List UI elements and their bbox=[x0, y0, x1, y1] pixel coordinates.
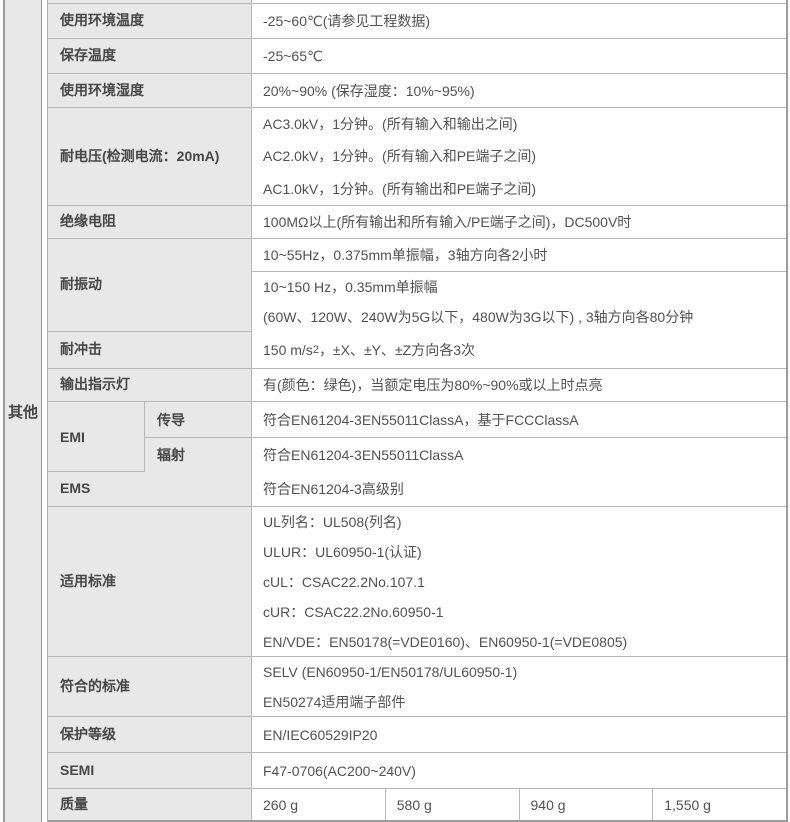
emi-conducted-subrow: 传导 符合EN61204-3EN55011ClassA，基于FCCClassA bbox=[145, 402, 786, 438]
label-conforming-standards: 符合的标准 bbox=[48, 657, 252, 716]
applicable-standards-line-1: UL列名：UL508(列名) bbox=[263, 513, 402, 530]
label-applicable-standards: 适用标准 bbox=[48, 507, 252, 656]
value-emi-conducted: 符合EN61204-3EN55011ClassA，基于FCCClassA bbox=[252, 402, 786, 437]
vibration-subrow-2: 10~150 Hz，0.35mm单振幅 (60W、120W、240W为5G以下，… bbox=[252, 272, 786, 332]
value-emi-radiated: 符合EN61204-3EN55011ClassA bbox=[252, 438, 786, 472]
emi-radiated-subrow: 辐射 符合EN61204-3EN55011ClassA bbox=[145, 438, 786, 472]
label-shock: 耐冲击 bbox=[48, 332, 252, 368]
label-ambient-humidity: 使用环境湿度 bbox=[48, 74, 252, 107]
row-emi: EMI 传导 符合EN61204-3EN55011ClassA，基于FCCCla… bbox=[48, 402, 786, 472]
value-withstand-voltage: AC3.0kV，1分钟。(所有输入和输出之间) AC2.0kV，1分钟。(所有输… bbox=[252, 108, 786, 205]
label-emi-radiated: 辐射 bbox=[145, 438, 252, 472]
label-mass: 质量 bbox=[48, 789, 252, 820]
group-label: 其他 bbox=[7, 403, 38, 421]
value-mass-4: 1,550 g bbox=[653, 789, 786, 820]
row-insulation-resistance: 绝缘电阻 100MΩ以上(所有输出和所有输入/PE端子之间)，DC500V时 bbox=[48, 206, 786, 239]
label-output-indicator: 输出指示灯 bbox=[48, 369, 252, 401]
row-semi: SEMI F47-0706(AC200~240V) bbox=[48, 753, 786, 789]
spec-rows: 使用环境温度 -25~60℃(请参见工程数据) 保存温度 -25~65℃ 使用环… bbox=[47, 0, 786, 822]
label-withstand-voltage: 耐电压(检测电流：20mA) bbox=[48, 108, 252, 205]
label-ems: EMS bbox=[48, 472, 252, 506]
shock-value-pre: 150 m/s bbox=[263, 342, 313, 358]
withstand-voltage-line-1: AC3.0kV，1分钟。(所有输入和输出之间) bbox=[263, 115, 518, 132]
applicable-standards-line-3: cUL：CSAC22.2No.107.1 bbox=[263, 573, 425, 590]
vibration-2-line-2: (60W、120W、240W为5G以下，480W为3G以下) , 3轴方向各80… bbox=[263, 309, 694, 325]
row-vibration: 耐振动 10~55Hz，0.375mm单振幅，3轴方向各2小时 10~150 H… bbox=[48, 239, 786, 332]
value-protection-class: EN/IEC60529IP20 bbox=[252, 717, 786, 752]
vibration-2-line-1: 10~150 Hz，0.35mm单振幅 bbox=[263, 279, 438, 295]
value-storage-temp: -25~65℃ bbox=[252, 39, 786, 73]
value-shock: 150 m/s 2 ，±X、±Y、±Z方向各3次 bbox=[252, 332, 786, 368]
label-semi: SEMI bbox=[48, 753, 252, 788]
row-shock: 耐冲击 150 m/s 2 ，±X、±Y、±Z方向各3次 bbox=[48, 332, 786, 369]
value-ems: 符合EN61204-3高级别 bbox=[252, 472, 786, 506]
withstand-voltage-line-3: AC1.0kV，1分钟。(所有输出和PE端子之间) bbox=[263, 180, 537, 197]
value-ambient-humidity: 20%~90% (保存湿度：10%~95%) bbox=[252, 74, 786, 107]
label-ambient-temp: 使用环境温度 bbox=[48, 4, 252, 38]
value-ambient-temp: -25~60℃(请参见工程数据) bbox=[252, 4, 786, 38]
row-output-indicator: 输出指示灯 有(颜色：绿色)，当额定电压为80%~90%或以上时点亮 bbox=[48, 369, 786, 402]
value-vibration-2: 10~150 Hz，0.35mm单振幅 (60W、120W、240W为5G以下，… bbox=[252, 272, 786, 332]
row-mass: 质量 260 g 580 g 940 g 1,550 g bbox=[48, 789, 786, 822]
row-ambient-humidity: 使用环境湿度 20%~90% (保存湿度：10%~95%) bbox=[48, 74, 786, 108]
conforming-standards-line-2: EN50274适用端子部件 bbox=[263, 693, 406, 710]
label-vibration: 耐振动 bbox=[48, 239, 252, 331]
value-mass-1: 260 g bbox=[252, 789, 386, 820]
group-cell-other: 其他 bbox=[5, 0, 42, 822]
cutoff-row-sliver bbox=[48, 0, 786, 4]
label-storage-temp: 保存温度 bbox=[48, 39, 252, 73]
label-emi-conducted: 传导 bbox=[145, 402, 252, 437]
vibration-subrow-1: 10~55Hz，0.375mm单振幅，3轴方向各2小时 bbox=[252, 239, 786, 272]
applicable-standards-line-2: ULUR：UL60950-1(认证) bbox=[263, 543, 422, 560]
conforming-standards-line-1: SELV (EN60950-1/EN50178/UL60950-1) bbox=[263, 663, 518, 680]
shock-value-post: ，±X、±Y、±Z方向各3次 bbox=[318, 342, 476, 358]
row-withstand-voltage: 耐电压(检测电流：20mA) AC3.0kV，1分钟。(所有输入和输出之间) A… bbox=[48, 108, 786, 206]
applicable-standards-line-4: cUR：CSAC22.2No.60950-1 bbox=[263, 603, 444, 620]
row-applicable-standards: 适用标准 UL列名：UL508(列名) ULUR：UL60950-1(认证) c… bbox=[48, 507, 786, 657]
row-storage-temp: 保存温度 -25~65℃ bbox=[48, 39, 786, 74]
value-semi: F47-0706(AC200~240V) bbox=[252, 753, 786, 788]
label-insulation-resistance: 绝缘电阻 bbox=[48, 206, 252, 238]
value-conforming-standards: SELV (EN60950-1/EN50178/UL60950-1) EN502… bbox=[252, 657, 786, 716]
specifications-table: 其他 使用环境温度 -25~60℃(请参见工程数据) 保存温度 -25~65℃ … bbox=[3, 0, 788, 822]
value-applicable-standards: UL列名：UL508(列名) ULUR：UL60950-1(认证) cUL：CS… bbox=[252, 507, 786, 656]
applicable-standards-line-5: EN/VDE：EN50178(=VDE0160)、EN60950-1(=VDE0… bbox=[263, 633, 628, 650]
value-output-indicator: 有(颜色：绿色)，当额定电压为80%~90%或以上时点亮 bbox=[252, 369, 786, 401]
label-protection-class: 保护等级 bbox=[48, 717, 252, 752]
row-protection-class: 保护等级 EN/IEC60529IP20 bbox=[48, 717, 786, 753]
value-mass-2: 580 g bbox=[385, 789, 520, 820]
column-spacer bbox=[42, 0, 47, 822]
label-emi: EMI bbox=[48, 402, 145, 471]
withstand-voltage-line-2: AC2.0kV，1分钟。(所有输入和PE端子之间) bbox=[263, 148, 537, 165]
value-vibration-1: 10~55Hz，0.375mm单振幅，3轴方向各2小时 bbox=[252, 239, 786, 271]
row-ambient-temp: 使用环境温度 -25~60℃(请参见工程数据) bbox=[48, 4, 786, 39]
row-ems: EMS 符合EN61204-3高级别 bbox=[48, 472, 786, 507]
row-conforming-standards: 符合的标准 SELV (EN60950-1/EN50178/UL60950-1)… bbox=[48, 657, 786, 717]
value-mass-3: 940 g bbox=[519, 789, 654, 820]
value-insulation-resistance: 100MΩ以上(所有输出和所有输入/PE端子之间)，DC500V时 bbox=[252, 206, 786, 238]
